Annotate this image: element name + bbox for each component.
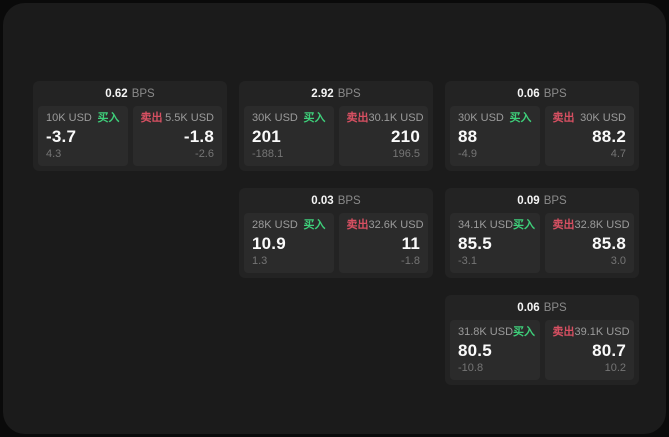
quote-card: 0.03 BPS 28K USD 买入 10.9 1.3 卖出 32.6K US… [239,188,433,278]
sell-size-label: 5.5K USD [165,112,214,124]
quote-card: 0.06 BPS 31.8K USD 买入 80.5 -10.8 卖出 39.1… [445,295,639,385]
quote-card: 2.92 BPS 30K USD 买入 201 -188.1 卖出 30.1K … [239,81,433,171]
sell-quote-tile[interactable]: 卖出 5.5K USD -1.8 -2.6 [132,106,222,166]
card-header: 0.06 BPS [445,81,639,106]
bps-value: 0.03 [311,194,334,207]
sell-tag: 卖出 [552,326,575,338]
quote-panels: 30K USD 买入 88 -4.9 卖出 30K USD 88.2 4.7 [445,106,639,171]
bps-suffix-label: BPS [543,301,567,314]
buy-tag: 买入 [513,219,536,231]
sell-quote-tile[interactable]: 卖出 39.1K USD 80.7 10.2 [544,320,634,380]
buy-delta: -188.1 [252,148,284,160]
sell-delta: 3.0 [610,255,626,267]
sell-tag: 卖出 [346,112,369,124]
sell-price: 80.7 [592,340,626,360]
bps-suffix-label: BPS [131,87,155,100]
buy-delta: -3.1 [458,255,477,267]
buy-price: 85.5 [458,233,492,253]
bps-value: 2.92 [311,87,334,100]
sell-price: 88.2 [592,126,626,146]
buy-tag: 买入 [303,112,326,124]
buy-size-label: 31.8K USD [458,326,514,338]
sell-size-label: 39.1K USD [574,326,630,338]
card-header: 0.62 BPS [33,81,227,106]
buy-quote-tile[interactable]: 31.8K USD 买入 80.5 -10.8 [450,320,540,380]
sell-quote-tile[interactable]: 卖出 32.6K USD 11 -1.8 [338,213,428,273]
quote-card-grid: 0.62 BPS 10K USD 买入 -3.7 4.3 卖出 5.5K USD… [33,81,639,385]
quote-card: 0.09 BPS 34.1K USD 买入 85.5 -3.1 卖出 32.8K… [445,188,639,278]
buy-quote-tile[interactable]: 28K USD 买入 10.9 1.3 [244,213,334,273]
sell-tag: 卖出 [552,219,575,231]
buy-size-label: 28K USD [252,219,298,231]
buy-quote-tile[interactable]: 34.1K USD 买入 85.5 -3.1 [450,213,540,273]
bps-suffix-label: BPS [543,194,567,207]
buy-delta: -10.8 [458,362,484,374]
buy-size-label: 30K USD [458,112,504,124]
quote-panels: 34.1K USD 买入 85.5 -3.1 卖出 32.8K USD 85.8… [445,213,639,278]
buy-quote-tile[interactable]: 30K USD 买入 88 -4.9 [450,106,540,166]
card-header: 2.92 BPS [239,81,433,106]
bps-suffix-label: BPS [543,87,567,100]
sell-quote-tile[interactable]: 卖出 32.8K USD 85.8 3.0 [544,213,634,273]
bps-value: 0.06 [517,301,540,314]
buy-tag: 买入 [513,326,536,338]
quote-panels: 30K USD 买入 201 -188.1 卖出 30.1K USD 210 1… [239,106,433,171]
buy-tag: 买入 [303,219,326,231]
bps-suffix-label: BPS [337,194,361,207]
bps-value: 0.09 [517,194,540,207]
sell-size-label: 32.8K USD [574,219,630,231]
sell-tag: 卖出 [552,112,575,124]
sell-delta: 196.5 [392,148,420,160]
card-header: 0.03 BPS [239,188,433,213]
buy-price: 80.5 [458,340,492,360]
quote-card: 0.06 BPS 30K USD 买入 88 -4.9 卖出 30K USD 8… [445,81,639,171]
sell-delta: 4.7 [610,148,626,160]
buy-tag: 买入 [97,112,120,124]
sell-price: 210 [391,126,420,146]
card-header: 0.09 BPS [445,188,639,213]
buy-price: 88 [458,126,478,146]
buy-price: 10.9 [252,233,286,253]
buy-price: -3.7 [46,126,77,146]
buy-quote-tile[interactable]: 30K USD 买入 201 -188.1 [244,106,334,166]
sell-delta: -1.8 [401,255,420,267]
sell-size-label: 30K USD [580,112,626,124]
sell-size-label: 32.6K USD [368,219,424,231]
buy-tag: 买入 [509,112,532,124]
bps-value: 0.06 [517,87,540,100]
sell-size-label: 30.1K USD [368,112,424,124]
buy-size-label: 34.1K USD [458,219,514,231]
sell-quote-tile[interactable]: 卖出 30K USD 88.2 4.7 [544,106,634,166]
sell-delta: 10.2 [604,362,626,374]
bps-value: 0.62 [105,87,128,100]
sell-price: -1.8 [183,126,214,146]
buy-size-label: 10K USD [46,112,92,124]
buy-delta: 4.3 [46,148,62,160]
quote-panels: 28K USD 买入 10.9 1.3 卖出 32.6K USD 11 -1.8 [239,213,433,278]
quote-panels: 31.8K USD 买入 80.5 -10.8 卖出 39.1K USD 80.… [445,320,639,385]
buy-quote-tile[interactable]: 10K USD 买入 -3.7 4.3 [38,106,128,166]
buy-size-label: 30K USD [252,112,298,124]
sell-price: 11 [401,233,420,253]
sell-tag: 卖出 [346,219,369,231]
card-header: 0.06 BPS [445,295,639,320]
buy-delta: 1.3 [252,255,268,267]
quote-card: 0.62 BPS 10K USD 买入 -3.7 4.3 卖出 5.5K USD… [33,81,227,171]
buy-delta: -4.9 [458,148,477,160]
sell-quote-tile[interactable]: 卖出 30.1K USD 210 196.5 [338,106,428,166]
buy-price: 201 [252,126,281,146]
sell-tag: 卖出 [140,112,163,124]
bps-suffix-label: BPS [337,87,361,100]
quote-panels: 10K USD 买入 -3.7 4.3 卖出 5.5K USD -1.8 -2.… [33,106,227,171]
sell-price: 85.8 [592,233,626,253]
sell-delta: -2.6 [195,148,214,160]
